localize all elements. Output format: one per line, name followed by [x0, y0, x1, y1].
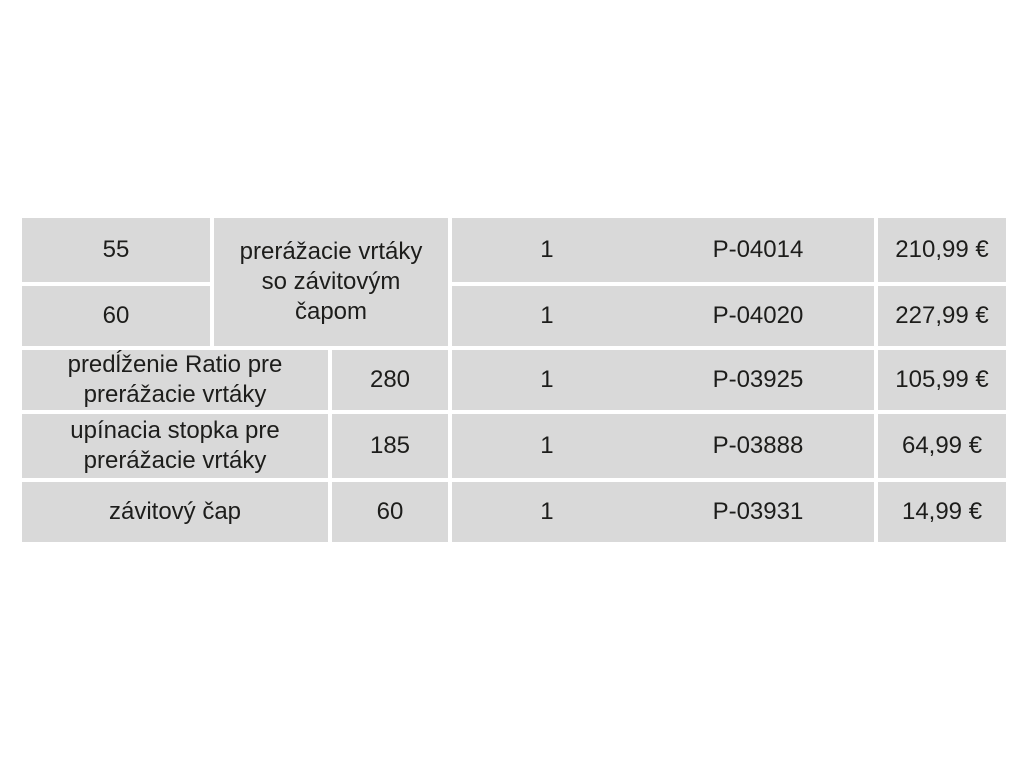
qty-code-cell: 1 P-03925: [452, 350, 875, 410]
size-value-cell: 55: [22, 218, 210, 282]
qty-code-group: 1 P-04020: [452, 301, 874, 331]
quantity-value: 1: [540, 498, 554, 525]
quantity-value: 1: [540, 302, 554, 329]
table-row: 55 prerážacie vrtáky so závitovým čapom …: [22, 218, 1007, 346]
size-value-cell: 60: [332, 482, 449, 542]
qty-code-group: 1 P-03931: [452, 497, 874, 527]
qty-code-cell: 1 P-03931: [452, 482, 875, 542]
qty-code-cell: 1 P-04020: [452, 286, 875, 346]
table-row: závitový čap 60 1 P-03931 14,99 €: [22, 482, 1007, 542]
price-cell: 14,99 €: [878, 482, 1007, 542]
order-code: P-04020: [712, 302, 804, 329]
product-name-cell: upínacia stopka pre prerážacie vrtáky: [22, 414, 328, 478]
quantity-value: 1: [540, 236, 554, 263]
qty-code-group: 1 P-03888: [452, 431, 874, 461]
order-code: P-04014: [712, 236, 804, 263]
price-cell: 64,99 €: [878, 414, 1007, 478]
price-cell: 227,99 €: [878, 286, 1007, 346]
size-value-cell: 280: [332, 350, 449, 410]
qty-code-cell: 1 P-03888: [452, 414, 875, 478]
price-cell: 105,99 €: [878, 350, 1007, 410]
qty-code-cell: 1 P-04014: [452, 218, 875, 282]
product-price-table: 55 prerážacie vrtáky so závitovým čapom …: [18, 214, 1010, 546]
qty-code-group: 1 P-04014: [452, 235, 874, 265]
product-name-cell: prerážacie vrtáky so závitovým čapom: [214, 218, 449, 346]
order-code: P-03925: [712, 366, 804, 393]
table-row: predĺženie Ratio pre prerážacie vrtáky 2…: [22, 350, 1007, 410]
quantity-value: 1: [540, 432, 554, 459]
order-code: P-03888: [712, 432, 804, 459]
product-name-line: čapom: [294, 298, 368, 325]
order-code: P-03931: [712, 498, 804, 525]
size-value-cell: 60: [22, 286, 210, 346]
product-name-line: so závitovým: [261, 268, 401, 295]
quantity-value: 1: [540, 366, 554, 393]
size-value-cell: 185: [332, 414, 449, 478]
qty-code-group: 1 P-03925: [452, 365, 874, 395]
table-row: upínacia stopka pre prerážacie vrtáky 18…: [22, 414, 1007, 478]
price-cell: 210,99 €: [878, 218, 1007, 282]
table-row: 60 1 P-04020 227,99 €: [22, 286, 1007, 346]
product-name-line: prerážacie vrtáky: [239, 238, 423, 265]
product-name-cell: predĺženie Ratio pre prerážacie vrtáky: [22, 350, 328, 410]
product-name-cell: závitový čap: [22, 482, 328, 542]
